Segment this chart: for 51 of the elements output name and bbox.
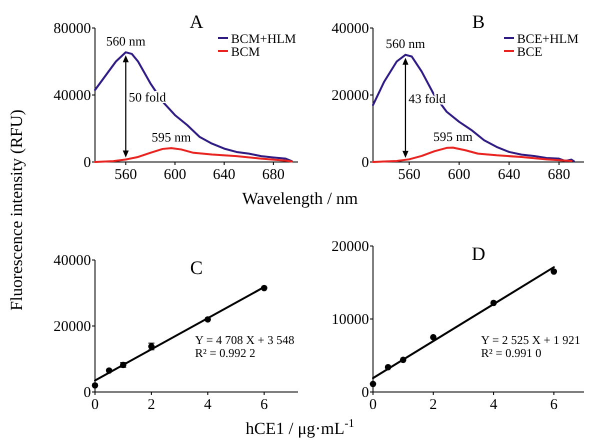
y-tick-label: 20000 bbox=[332, 88, 369, 104]
annotation: 560 nm bbox=[106, 34, 146, 49]
point bbox=[550, 268, 558, 275]
x-tick-label: 4 bbox=[490, 397, 498, 413]
legend-label: BCM bbox=[231, 44, 260, 59]
y-tick-label: 20000 bbox=[332, 239, 369, 255]
x-axis-title: hCE1 / μg·mL$^{-1}$ bbox=[246, 416, 354, 438]
x-tick-label: 2 bbox=[148, 397, 156, 413]
y-tick-label: 0 bbox=[84, 385, 91, 401]
x-tick-label: 560 bbox=[114, 167, 138, 183]
annotation: 595 nm bbox=[433, 128, 473, 144]
annotation: R² = 0.991 0 bbox=[481, 346, 542, 360]
legend-label: BCM+HLM bbox=[231, 31, 297, 46]
x-tick-label: 600 bbox=[164, 167, 186, 183]
y-axis-title: Fluorescence intensity (RFU) bbox=[7, 109, 26, 311]
line-series bbox=[372, 146, 573, 163]
y-tick-label: 0 bbox=[362, 385, 369, 401]
point bbox=[430, 334, 436, 340]
chart-title: D bbox=[472, 244, 486, 265]
point bbox=[92, 382, 98, 389]
x-tick-label: 2 bbox=[430, 397, 438, 413]
x-tick-label: 640 bbox=[212, 167, 236, 183]
x-tick-label: 600 bbox=[448, 167, 470, 183]
chart-title: B bbox=[472, 12, 485, 33]
annotation: Y = 4 708 X + 3 548 bbox=[195, 333, 294, 347]
chart-title: A bbox=[190, 12, 204, 33]
x-tick-label: 680 bbox=[548, 167, 570, 183]
line-series bbox=[94, 147, 293, 163]
legend-label: BCE+HLM bbox=[517, 31, 579, 46]
annotation: 595 nm bbox=[152, 129, 191, 144]
x-tick-label: 640 bbox=[498, 167, 520, 183]
annotation: Y = 2 525 X + 1 921 bbox=[481, 333, 580, 347]
x-tick-label: 560 bbox=[398, 167, 420, 183]
legend-label: BCE bbox=[517, 44, 542, 59]
y-tick-label: 20000 bbox=[54, 319, 91, 335]
point bbox=[370, 380, 376, 388]
y-tick-label: 40000 bbox=[332, 21, 369, 37]
x-tick-label: 6 bbox=[260, 397, 268, 413]
chart-title: C bbox=[190, 258, 203, 279]
annotation: 560 nm bbox=[386, 36, 426, 52]
x-tick-label: 6 bbox=[550, 397, 558, 413]
y-tick-label: 40000 bbox=[54, 88, 91, 104]
y-tick-label: 0 bbox=[362, 155, 369, 171]
x-axis-title: Wavelength / nm bbox=[242, 189, 358, 208]
x-tick-label: 680 bbox=[262, 167, 285, 183]
y-tick-label: 80000 bbox=[54, 21, 91, 37]
y-tick-label: 10000 bbox=[332, 312, 369, 328]
annotation: R² = 0.992 2 bbox=[195, 346, 256, 360]
x-tick-label: 4 bbox=[204, 397, 212, 413]
y-tick-label: 40000 bbox=[54, 253, 91, 269]
y-tick-label: 0 bbox=[84, 155, 91, 171]
